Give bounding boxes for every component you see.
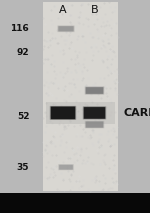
Text: 92: 92: [17, 48, 29, 57]
Text: 35: 35: [17, 163, 29, 172]
Bar: [46, 102, 115, 124]
FancyBboxPatch shape: [85, 87, 104, 94]
FancyBboxPatch shape: [58, 26, 74, 31]
Text: A: A: [59, 5, 67, 14]
FancyBboxPatch shape: [59, 164, 74, 170]
Text: B: B: [91, 5, 98, 14]
Text: CARD9: CARD9: [124, 108, 150, 118]
FancyBboxPatch shape: [57, 25, 75, 32]
Text: 116: 116: [11, 24, 29, 33]
FancyBboxPatch shape: [50, 106, 76, 119]
FancyBboxPatch shape: [86, 122, 103, 128]
FancyBboxPatch shape: [85, 121, 104, 128]
FancyBboxPatch shape: [83, 106, 106, 119]
FancyBboxPatch shape: [85, 86, 104, 95]
FancyBboxPatch shape: [84, 107, 105, 119]
Bar: [0, 193, 150, 213]
FancyBboxPatch shape: [51, 107, 75, 119]
FancyBboxPatch shape: [59, 165, 73, 170]
FancyBboxPatch shape: [86, 87, 103, 94]
Bar: [43, 2, 118, 191]
FancyBboxPatch shape: [58, 26, 74, 32]
Text: 52: 52: [17, 112, 29, 121]
Bar: [46, 102, 115, 124]
FancyBboxPatch shape: [83, 107, 106, 119]
FancyBboxPatch shape: [50, 106, 76, 120]
FancyBboxPatch shape: [85, 121, 104, 128]
FancyBboxPatch shape: [58, 164, 74, 170]
